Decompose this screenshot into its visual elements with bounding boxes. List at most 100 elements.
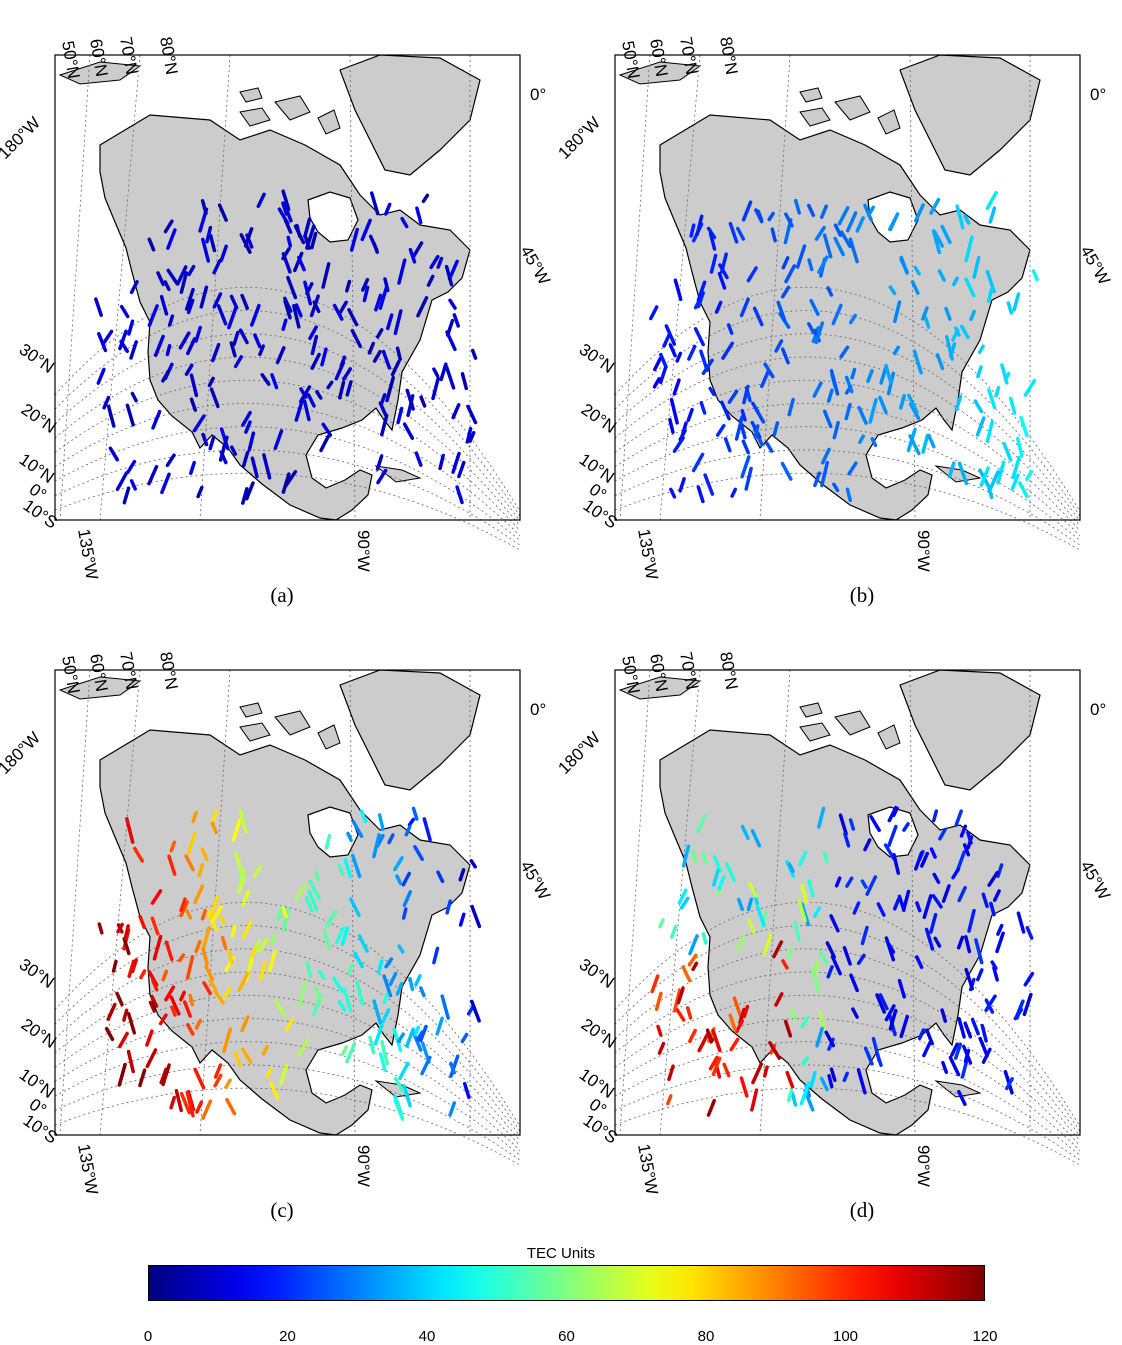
tec-track-segment — [127, 319, 135, 336]
map-panel-c: 50°N 60°N 70°N 80°N 30°N 20°N 10°N 0° 10°S 180°W 0… — [0, 615, 560, 1255]
tec-track-segment — [375, 454, 384, 471]
tec-track-segment — [996, 863, 1004, 878]
tec-track-segment — [981, 1047, 992, 1064]
tec-track-segment — [878, 993, 889, 1011]
tec-track-segment — [127, 959, 136, 979]
lon-label-right: 45°W — [517, 243, 554, 289]
tec-track-segment — [377, 813, 385, 832]
tec-track-segment — [422, 817, 432, 842]
tec-track-segment — [355, 980, 365, 1006]
tec-track-segment — [346, 831, 353, 843]
tec-track-segment — [243, 227, 254, 248]
tec-track-segment — [811, 969, 821, 994]
tec-track-segment — [340, 926, 350, 946]
tec-track-segment — [687, 344, 697, 361]
tec-track-segment — [372, 999, 383, 1025]
tec-track-segment — [387, 833, 395, 845]
lon-label-bottom-mid: 90°W — [354, 530, 373, 572]
tec-track-segment — [899, 1014, 910, 1039]
tec-track-segment — [742, 1004, 750, 1019]
tec-track-segment — [717, 271, 727, 290]
tec-track-segment — [241, 1047, 253, 1065]
tec-track-segment — [954, 394, 963, 412]
tec-track-segment — [844, 375, 854, 394]
tec-track-segment — [747, 881, 758, 898]
tec-track-segment — [910, 280, 920, 295]
parallel-line — [614, 1064, 1081, 1161]
map-frame — [54, 54, 521, 521]
graticule — [54, 669, 521, 1166]
tec-track-segment — [855, 216, 865, 233]
tec-track-segment — [339, 355, 347, 368]
tec-track-segment — [931, 894, 943, 909]
tec-track-segment — [691, 452, 705, 473]
tec-track-segment — [953, 1042, 963, 1060]
tec-track-segment — [431, 376, 440, 401]
parallel-line — [614, 426, 1081, 541]
lat-label-left: 20°N — [18, 1015, 60, 1052]
tec-track-segment — [963, 214, 971, 225]
tec-track-segment — [781, 256, 790, 270]
tec-track-segment — [449, 1061, 456, 1075]
tec-track-segment — [449, 1054, 460, 1078]
tec-track-segment — [740, 455, 751, 479]
tec-track-segment — [147, 304, 159, 328]
tec-track-segment — [672, 988, 682, 1013]
tec-track-segment — [969, 309, 976, 322]
tec-track-segment — [319, 434, 330, 453]
tec-track-segment — [281, 247, 291, 261]
tec-track-segment — [193, 884, 205, 905]
tec-track-segment — [915, 955, 924, 970]
tec-track-segment — [117, 1062, 127, 1087]
tec-track-segment — [992, 966, 999, 982]
tec-track-segment — [809, 1070, 817, 1089]
tec-track-segment — [888, 285, 897, 296]
tec-track-segment — [378, 1052, 387, 1073]
graticule — [614, 669, 1081, 1166]
tec-track-segment — [728, 1013, 737, 1032]
tec-track-segment — [848, 818, 856, 831]
tec-track-segment — [444, 264, 454, 287]
tec-track-segment — [984, 998, 995, 1014]
tec-track-segment — [1019, 415, 1029, 438]
tec-track-segment — [715, 423, 726, 437]
island-landmass — [877, 109, 901, 135]
tec-track-segment — [740, 408, 747, 422]
tec-track-segment — [963, 1021, 973, 1039]
parallel-line — [54, 1064, 521, 1161]
tec-track-segment — [405, 388, 415, 411]
tec-track-segment — [860, 925, 869, 946]
tec-track-segment — [200, 847, 209, 862]
tec-track-segment — [730, 487, 738, 498]
tec-track-segment — [866, 368, 874, 384]
tec-track-segment — [395, 874, 403, 886]
parallel-line — [54, 310, 521, 517]
tec-track-segment — [213, 1063, 223, 1079]
tec-track-segment — [169, 1095, 177, 1110]
lon-label-left: 180°W — [554, 728, 604, 778]
tec-track-segment — [381, 349, 392, 370]
tec-track-segment — [465, 426, 473, 444]
tec-track-segment — [444, 364, 456, 390]
tec-track-segment — [941, 884, 951, 903]
tec-track-segment — [714, 300, 723, 314]
tec-track-segment — [696, 814, 707, 834]
tec-track-segment — [419, 395, 427, 408]
tec-track-segment — [305, 961, 313, 978]
tec-track-segment — [955, 204, 965, 230]
tec-track-segment — [690, 849, 698, 864]
tec-track-segment — [250, 456, 259, 479]
tec-track-segment — [670, 924, 678, 939]
tec-track-segment — [393, 309, 403, 336]
tec-track-segment — [708, 386, 716, 397]
lon-label-left: 180°W — [554, 113, 604, 163]
island-landmass — [58, 676, 142, 700]
map-svg-a: 50°N 60°N 70°N 80°N30°N20°N10°N0°10°S180°W0… — [0, 35, 554, 581]
tec-track-segment — [878, 395, 888, 415]
tec-track-segment — [826, 965, 834, 979]
tec-track-segment — [314, 986, 323, 1004]
tec-track-segment — [435, 1016, 444, 1036]
tec-track-segment — [1023, 971, 1035, 987]
tec-track-segment — [207, 376, 215, 388]
tec-track-segment — [722, 1062, 731, 1078]
